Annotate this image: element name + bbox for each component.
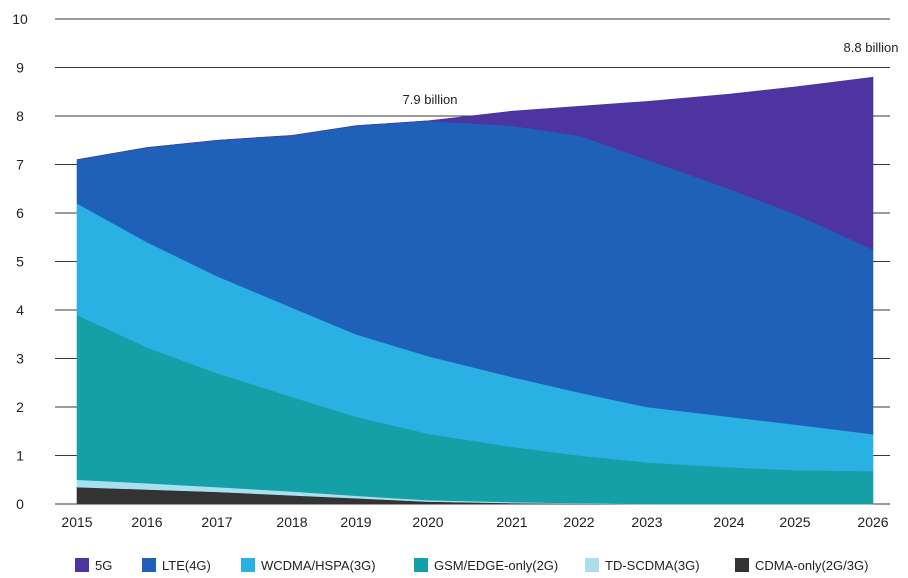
xtick-label: 2019	[340, 514, 371, 530]
legend-item: TD-SCDMA(3G)	[585, 558, 700, 573]
ytick-label: 8	[16, 108, 24, 124]
xtick-label: 2023	[631, 514, 662, 530]
xtick-label: 2015	[61, 514, 92, 530]
x-axis: 2015 2016 2017 2018 2019 2020 2021 2022 2023 2024…	[61, 514, 888, 530]
legend-swatch	[585, 558, 599, 572]
ytick-label: 5	[16, 254, 24, 270]
legend-swatch	[414, 558, 428, 572]
legend-label: WCDMA/HSPA(3G)	[261, 558, 376, 573]
xtick-label: 2025	[779, 514, 810, 530]
legend-swatch	[75, 558, 89, 572]
xtick-label: 2021	[496, 514, 527, 530]
xtick-label: 2026	[857, 514, 888, 530]
xtick-label: 2020	[412, 514, 443, 530]
ytick-label: 4	[16, 302, 24, 318]
xtick-label: 2016	[131, 514, 162, 530]
legend-item: 5G	[75, 558, 112, 573]
legend-item: GSM/EDGE-only(2G)	[414, 558, 558, 573]
area-5g	[76, 76, 874, 250]
legend-item: WCDMA/HSPA(3G)	[241, 558, 376, 573]
xtick-label: 2022	[563, 514, 594, 530]
area-series	[76, 76, 874, 505]
legend-label: LTE(4G)	[162, 558, 211, 573]
ytick-label: 0	[16, 496, 24, 512]
y-axis: 0 1 2 3 4 5 6 7 8 9 10	[12, 11, 28, 512]
legend-label: GSM/EDGE-only(2G)	[434, 558, 558, 573]
annotation-2026-total: 8.8 billion	[844, 40, 899, 55]
ytick-label: 9	[16, 60, 24, 76]
annotations: 7.9 billion 8.8 billion	[403, 40, 899, 107]
xtick-label: 2017	[201, 514, 232, 530]
legend-label: 5G	[95, 558, 112, 573]
xtick-label: 2018	[276, 514, 307, 530]
ytick-label: 6	[16, 205, 24, 221]
legend-item: LTE(4G)	[142, 558, 211, 573]
ytick-label: 2	[16, 399, 24, 415]
ytick-label: 7	[16, 157, 24, 173]
legend: 5G LTE(4G) WCDMA/HSPA(3G) GSM/EDGE-only(2G)…	[75, 558, 868, 573]
legend-swatch	[735, 558, 749, 572]
legend-label: TD-SCDMA(3G)	[605, 558, 700, 573]
ytick-label: 1	[16, 448, 24, 464]
ytick-label: 3	[16, 351, 24, 367]
ytick-label: 10	[12, 11, 28, 27]
legend-item: CDMA-only(2G/3G)	[735, 558, 868, 573]
legend-label: CDMA-only(2G/3G)	[755, 558, 868, 573]
annotation-2020-total: 7.9 billion	[403, 92, 458, 107]
legend-swatch	[142, 558, 156, 572]
xtick-label: 2024	[713, 514, 744, 530]
legend-swatch	[241, 558, 255, 572]
